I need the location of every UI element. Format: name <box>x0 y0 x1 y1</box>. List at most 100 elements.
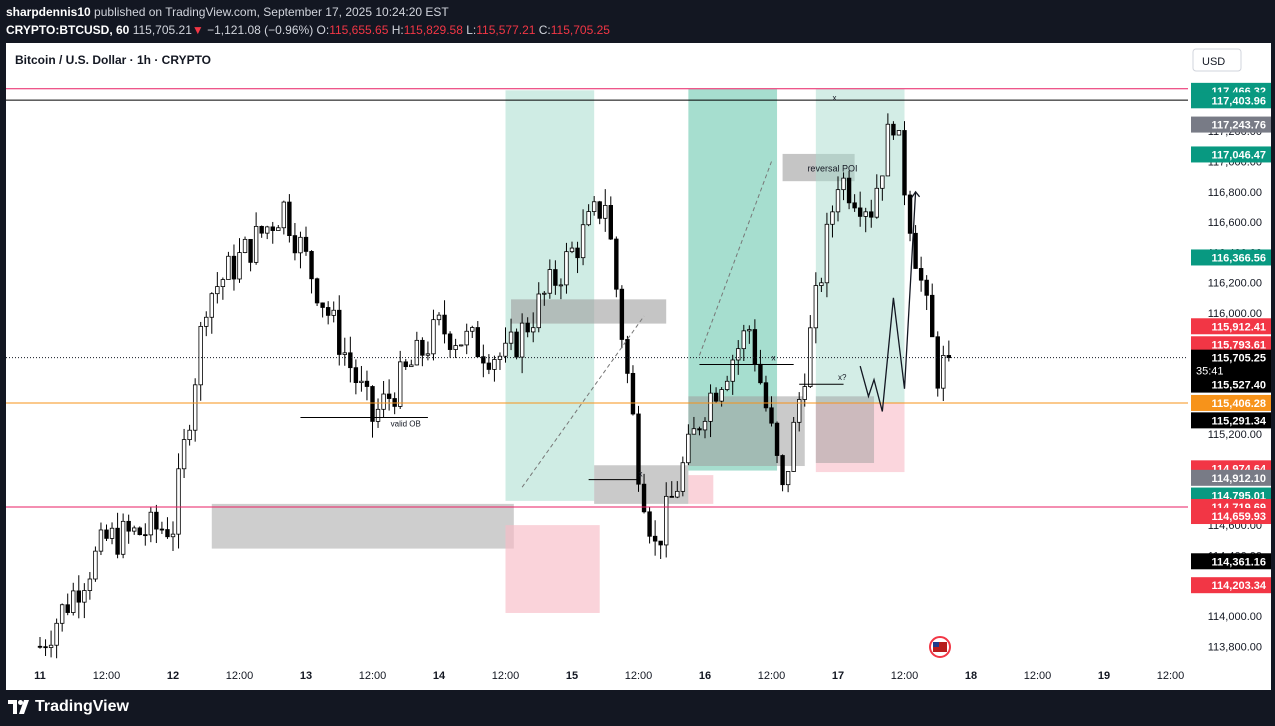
candle <box>370 385 375 438</box>
candle-body <box>231 255 237 280</box>
candle <box>514 328 519 360</box>
price-tag-label: 117,403.96 <box>1212 95 1266 107</box>
author-name[interactable]: sharpdennis10 <box>6 5 91 19</box>
tradingview-logo[interactable]: TradingView <box>8 698 129 716</box>
candle <box>741 324 746 361</box>
candle <box>946 340 952 362</box>
candle-body <box>98 529 104 552</box>
trend-line <box>521 315 645 488</box>
candle-body <box>758 363 763 384</box>
candle-body <box>536 293 541 329</box>
candle-body <box>259 225 264 234</box>
candle-body <box>730 359 735 382</box>
chart-panel[interactable]: valid OB reversal POI x x x x? 113,800.00 114,0… <box>6 43 1271 690</box>
candle <box>464 323 469 355</box>
candle <box>59 603 65 632</box>
candle-body <box>835 189 841 213</box>
candle <box>664 482 669 558</box>
candle-body <box>375 408 381 422</box>
candle <box>154 504 159 544</box>
close-label: C: <box>538 23 551 37</box>
candle <box>165 517 170 539</box>
candle-body <box>458 344 464 347</box>
price-tag: 115,527.40 <box>1191 376 1271 393</box>
candle <box>414 331 420 366</box>
candle-body <box>93 550 98 580</box>
x-tick-label: 12 <box>167 670 179 682</box>
candle <box>869 199 874 228</box>
price-tag-label: 115,912.41 <box>1212 321 1266 333</box>
x-tick-label: 11 <box>34 670 46 682</box>
candle-body <box>918 268 924 281</box>
low-value: 115,577.21 <box>476 23 536 37</box>
publish-line: sharpdennis10 published on TradingView.c… <box>6 5 449 19</box>
candle-body <box>891 123 896 136</box>
candle-body <box>525 322 530 333</box>
candle <box>431 309 436 361</box>
candle <box>857 191 863 227</box>
candle <box>580 209 586 266</box>
candle-body <box>143 534 148 537</box>
candle-body <box>785 471 791 486</box>
candle <box>314 277 320 307</box>
candle <box>292 223 298 261</box>
x-tick-label: 12:00 <box>1024 670 1052 682</box>
candle <box>242 236 248 254</box>
candle-body <box>115 527 120 555</box>
candle-body <box>880 175 885 189</box>
candle-body <box>126 520 131 532</box>
candle <box>481 344 486 378</box>
candle <box>148 506 154 543</box>
candle-body <box>608 205 613 240</box>
candle <box>364 370 370 401</box>
candle <box>143 523 148 546</box>
candle-body <box>819 282 824 286</box>
demand-zone <box>688 396 805 467</box>
candle-body <box>519 322 525 358</box>
candle-body <box>436 314 442 321</box>
candle <box>547 259 553 299</box>
candle-body <box>508 331 514 344</box>
candle <box>608 196 613 240</box>
candle <box>569 241 575 254</box>
projection-arrow <box>911 190 921 199</box>
candle <box>181 428 187 479</box>
candle <box>846 170 852 210</box>
price-tag: 116,366.56 <box>1191 249 1271 266</box>
candle-body <box>43 646 48 649</box>
candle <box>675 481 680 499</box>
candle-body <box>669 495 674 498</box>
y-tick-label: 116,200.00 <box>1208 278 1262 290</box>
candle-body <box>76 590 81 603</box>
candle <box>43 639 48 656</box>
candle <box>137 526 142 536</box>
candle-body <box>320 302 325 308</box>
currency-button[interactable]: USD <box>1192 48 1242 72</box>
candle-body <box>353 367 359 384</box>
candle <box>708 384 713 438</box>
candle <box>398 350 403 409</box>
candle-body <box>569 247 575 253</box>
current-price-bg <box>1191 349 1271 378</box>
reversal-poi-label: reversal POI <box>807 164 857 174</box>
countdown-label: 35:41 <box>1196 366 1224 378</box>
candle-body <box>558 284 564 287</box>
candle-body <box>874 187 879 218</box>
candle-body <box>104 529 109 539</box>
symbol-label: CRYPTO:BTCUSD, 60 <box>6 23 130 37</box>
candle-body <box>364 380 370 387</box>
candle-body <box>420 339 425 356</box>
candle-body <box>719 389 724 402</box>
price-tag-bg <box>1191 553 1271 570</box>
candle-body <box>198 325 203 386</box>
candle-body <box>281 201 287 229</box>
candle <box>475 321 480 358</box>
candle-body <box>907 194 913 234</box>
candle-body <box>132 527 137 532</box>
candle <box>824 212 830 298</box>
candle <box>691 416 697 435</box>
candle <box>907 190 913 242</box>
price-chart[interactable]: valid OB reversal POI x x x x? 113,800.00 114,0… <box>6 43 1271 690</box>
candle-body <box>481 356 486 364</box>
flag-canton <box>933 642 939 647</box>
